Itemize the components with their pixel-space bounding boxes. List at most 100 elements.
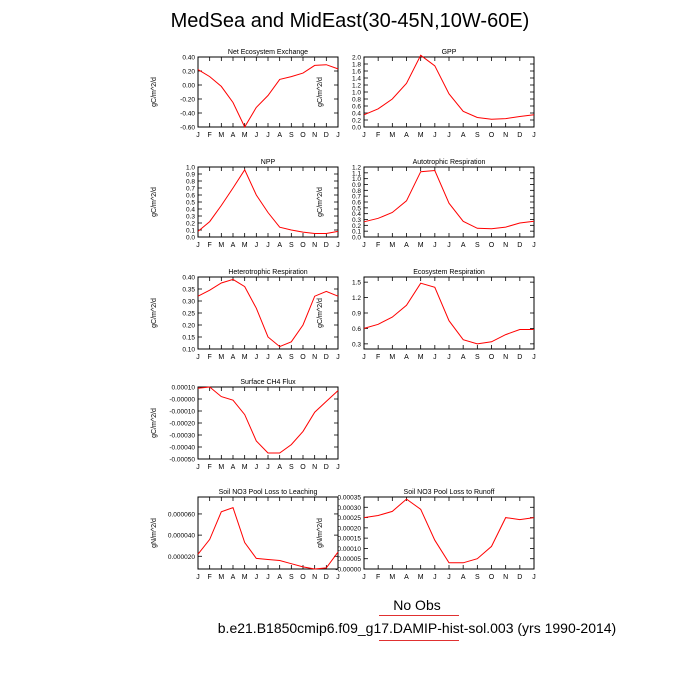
x-tick-label: D (324, 242, 329, 249)
x-tick-label: D (517, 354, 522, 361)
x-tick-label: J (196, 574, 200, 581)
x-tick-label: F (376, 242, 380, 249)
x-tick-label: F (376, 354, 380, 361)
x-tick-label: S (289, 574, 294, 581)
x-tick-label: M (418, 574, 424, 581)
x-tick-label: M (218, 464, 224, 471)
x-tick-label: A (231, 132, 236, 139)
x-tick-label: O (300, 132, 306, 139)
plot-frame (363, 56, 535, 128)
y-axis-label: gN/m^2/d (317, 518, 324, 548)
y-tick-label: 0.000020 (168, 554, 195, 561)
y-tick-label: 0.6 (352, 104, 361, 111)
y-tick-label: 0.3 (352, 341, 361, 348)
series-line (197, 278, 339, 348)
x-tick-label: J (447, 354, 451, 361)
series-line (363, 169, 535, 230)
x-tick-label: A (461, 132, 466, 139)
x-tick-label: J (266, 132, 270, 139)
x-tick-label: O (300, 354, 306, 361)
x-tick-label: J (255, 354, 259, 361)
x-tick-label: J (447, 574, 451, 581)
x-tick-label: M (389, 354, 395, 361)
series-line (363, 54, 535, 120)
y-tick-label: -0.00010 (169, 409, 195, 416)
y-tick-label: 1.0 (352, 90, 361, 97)
x-tick-label: J (433, 132, 437, 139)
x-tick-label: D (324, 574, 329, 581)
x-tick-label: J (362, 354, 366, 361)
panel-title: Soil NO3 Pool Loss to Runoff (404, 489, 495, 496)
y-tick-label: 0.30 (182, 299, 195, 306)
plot-frame (363, 496, 535, 570)
y-tick-label: 0.00020 (338, 525, 362, 532)
x-tick-label: D (517, 242, 522, 249)
y-tick-label: 0.6 (186, 193, 195, 200)
x-tick-label: A (404, 132, 409, 139)
y-axis-label: gN/m^2/d (151, 518, 158, 548)
x-tick-label: S (475, 132, 480, 139)
y-tick-label: 1.0 (186, 165, 195, 172)
x-tick-label: A (277, 354, 282, 361)
x-tick-label: A (277, 242, 282, 249)
x-tick-label: J (336, 354, 340, 361)
x-tick-label: S (289, 464, 294, 471)
y-axis-label: gC/m^2/d (317, 298, 324, 328)
x-tick-label: J (532, 354, 536, 361)
y-tick-label: 1.2 (352, 295, 361, 302)
panel-title: Heterotrophic Respiration (228, 269, 307, 276)
x-tick-label: A (404, 574, 409, 581)
x-tick-label: N (312, 464, 317, 471)
x-tick-label: S (475, 574, 480, 581)
x-tick-label: J (433, 242, 437, 249)
y-tick-label: -0.00040 (169, 445, 195, 452)
y-tick-label: 0.000040 (168, 533, 195, 540)
x-tick-label: J (196, 132, 200, 139)
x-tick-label: F (208, 574, 212, 581)
y-tick-label: 0.00005 (338, 556, 362, 563)
y-tick-label: 1.1 (352, 170, 361, 177)
figure-title: MedSea and MidEast(30-45N,10W-60E) (170, 10, 530, 32)
x-tick-label: J (336, 574, 340, 581)
x-tick-label: J (433, 574, 437, 581)
y-tick-label: 0.9 (186, 172, 195, 179)
legend-case-label: b.e21.B1850cmip6.f09_g17.DAMIP-hist-sol.… (217, 620, 617, 636)
x-tick-label: N (503, 574, 508, 581)
y-axis-label: gC/m^2/d (317, 77, 324, 107)
x-tick-label: S (475, 242, 480, 249)
y-tick-label: 0.4 (352, 111, 361, 118)
x-tick-label: A (404, 354, 409, 361)
x-tick-label: J (362, 574, 366, 581)
x-tick-label: A (231, 574, 236, 581)
y-tick-label: 0.8 (186, 179, 195, 186)
x-tick-label: J (255, 242, 259, 249)
x-tick-label: S (289, 242, 294, 249)
x-tick-label: J (255, 574, 259, 581)
y-tick-label: 0.35 (182, 287, 195, 294)
x-tick-label: A (404, 242, 409, 249)
x-tick-label: J (266, 242, 270, 249)
x-tick-label: J (532, 242, 536, 249)
x-tick-label: O (489, 574, 495, 581)
legend-obs-label: No Obs (393, 597, 441, 613)
x-tick-label: M (242, 354, 248, 361)
y-axis-label: gC/m^2/d (151, 298, 158, 328)
x-tick-label: O (300, 574, 306, 581)
y-tick-label: 0.25 (182, 311, 195, 318)
x-tick-label: O (489, 132, 495, 139)
y-tick-label: -0.40 (180, 111, 195, 118)
x-tick-label: O (489, 242, 495, 249)
y-tick-label: 0.00010 (338, 546, 362, 553)
x-tick-label: F (208, 242, 212, 249)
x-tick-label: M (218, 132, 224, 139)
y-tick-label: 1.5 (352, 280, 361, 287)
series-line (197, 168, 339, 234)
y-tick-label: -0.20 (180, 97, 195, 104)
y-tick-label: 2.0 (352, 55, 361, 62)
y-axis-label: gC/m^2/d (151, 408, 158, 438)
x-tick-label: J (196, 464, 200, 471)
y-tick-label: 0.00035 (338, 495, 362, 502)
y-tick-label: 0.20 (182, 69, 195, 76)
y-tick-label: 0.7 (186, 186, 195, 193)
y-axis-label: gC/m^2/d (151, 187, 158, 217)
